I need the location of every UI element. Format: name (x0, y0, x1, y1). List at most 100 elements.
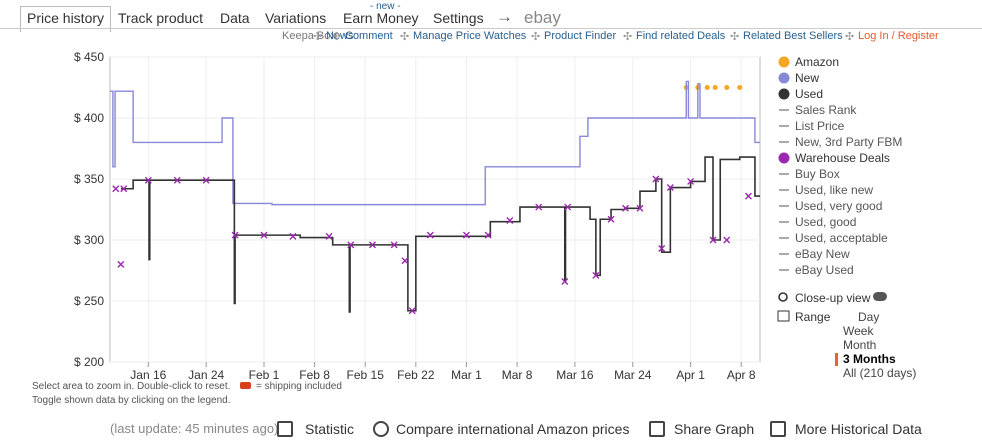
y-tick-label: $ 350 (74, 172, 104, 186)
nav-link[interactable]: Related Best Sellers (743, 30, 843, 42)
nav-link: Keepa Box (282, 30, 336, 42)
tab[interactable]: Data (220, 10, 250, 26)
x-tick-label: Jan 24 (188, 368, 224, 382)
note: = shipping included (256, 381, 342, 392)
legend-dot (778, 152, 790, 164)
legend-item[interactable]: eBay Used (795, 263, 854, 277)
range-marker (835, 353, 838, 366)
tab[interactable]: Earn Money (343, 10, 419, 26)
deal-marker (564, 203, 572, 211)
amazon-point (737, 85, 743, 90)
legend-item[interactable]: Amazon (795, 55, 840, 69)
last-update: (last update: 45 minutes ago) (110, 421, 279, 436)
deal-marker (658, 245, 666, 253)
footer-action[interactable]: More Historical Data (795, 421, 922, 437)
deal-marker (462, 231, 470, 239)
x-tick-label: Feb 22 (397, 368, 435, 382)
amazon-point (704, 85, 710, 90)
deal-marker (289, 232, 297, 240)
tab[interactable]: Settings (433, 10, 484, 26)
x-tick-label: Apr 8 (727, 368, 756, 382)
legend-item[interactable]: Used, acceptable (795, 231, 888, 245)
y-tick-label: $ 300 (74, 233, 104, 247)
legend-item[interactable]: Sales Rank (795, 103, 857, 117)
nav-link[interactable]: Comment (345, 30, 393, 42)
legend-item[interactable]: eBay New (795, 247, 850, 261)
deal-marker (506, 216, 514, 224)
series-line (110, 80, 760, 206)
deal-marker (666, 184, 674, 192)
tab[interactable]: Price history (20, 6, 112, 32)
range-option[interactable]: Week (843, 324, 874, 338)
footer-icon (770, 421, 786, 437)
note: Toggle shown data by clicking on the leg… (32, 395, 231, 406)
legend-item[interactable]: New (795, 71, 820, 85)
legend-dot (778, 56, 790, 68)
footer-icon (649, 421, 665, 437)
legend-item[interactable]: Buy Box (795, 167, 840, 181)
deal-marker (173, 176, 181, 184)
x-tick-label: Mar 8 (502, 368, 533, 382)
range-option[interactable]: Month (843, 338, 877, 352)
range-option[interactable]: 3 Months (843, 352, 896, 366)
toggle (873, 292, 887, 301)
nav-link[interactable]: Manage Price Watches (413, 30, 527, 42)
deal-marker (592, 271, 600, 279)
closeup[interactable]: Close-up view (795, 291, 871, 305)
legend-dot (778, 72, 790, 84)
footer-action[interactable]: Compare international Amazon prices (396, 421, 630, 437)
deal-marker (144, 176, 152, 184)
link-sep: ✣ (332, 31, 342, 43)
y-tick-label: $ 450 (74, 50, 104, 64)
truck-icon (240, 382, 251, 389)
link-sep: ✣ (623, 31, 633, 43)
nav-link[interactable]: News (326, 30, 354, 42)
deal-marker (260, 231, 268, 239)
nav-link[interactable]: Product Finder (544, 30, 617, 42)
x-tick-label: Feb 1 (249, 368, 280, 382)
tab[interactable]: ebay (524, 8, 561, 27)
legend-item[interactable]: New, 3rd Party FBM (795, 135, 903, 149)
link-sep: ✣ (313, 31, 323, 43)
range-option[interactable]: All (210 days) (843, 366, 917, 380)
search-icon (778, 292, 788, 302)
link-sep: ✣ (845, 31, 855, 43)
deal-marker (426, 231, 434, 239)
tab-badge: - new - (370, 1, 401, 12)
link-sep: ✣ (531, 31, 541, 43)
deal-marker (325, 232, 333, 240)
deal-marker (408, 307, 416, 315)
amazon-point (724, 85, 730, 90)
range-label: Range (795, 310, 831, 324)
y-tick-label: $ 200 (74, 355, 104, 369)
legend-item[interactable]: List Price (795, 119, 845, 133)
tab[interactable]: Variations (265, 10, 327, 26)
deal-marker (401, 257, 409, 265)
legend-item[interactable]: Used, very good (795, 199, 883, 213)
footer-icon (373, 421, 389, 437)
deal-marker (687, 177, 695, 185)
tab[interactable]: Track product (118, 10, 204, 26)
deal-marker (368, 241, 376, 249)
legend-item[interactable]: Used (795, 87, 824, 101)
deal-marker (231, 231, 239, 239)
x-tick-label: Jan 16 (130, 368, 166, 382)
footer-action[interactable]: Share Graph (674, 421, 755, 437)
footer-action[interactable]: Statistic (305, 421, 355, 437)
deal-marker (117, 260, 125, 268)
deal-marker (347, 241, 355, 249)
deal-marker (607, 215, 615, 223)
deal-marker (202, 176, 210, 184)
nav-link[interactable]: Log In / Register (858, 30, 939, 42)
range-option[interactable]: Day (858, 310, 880, 324)
legend-item[interactable]: Warehouse Deals (795, 151, 890, 165)
calendar-icon (777, 310, 790, 322)
nav-link[interactable]: Find related Deals (636, 30, 726, 42)
deal-marker (535, 203, 543, 211)
amazon-point (712, 85, 718, 90)
legend-item[interactable]: Used, like new (795, 183, 874, 197)
x-tick-label: Feb 8 (299, 368, 330, 382)
tab[interactable]: → (496, 7, 513, 26)
legend-item[interactable]: Used, good (795, 215, 857, 229)
